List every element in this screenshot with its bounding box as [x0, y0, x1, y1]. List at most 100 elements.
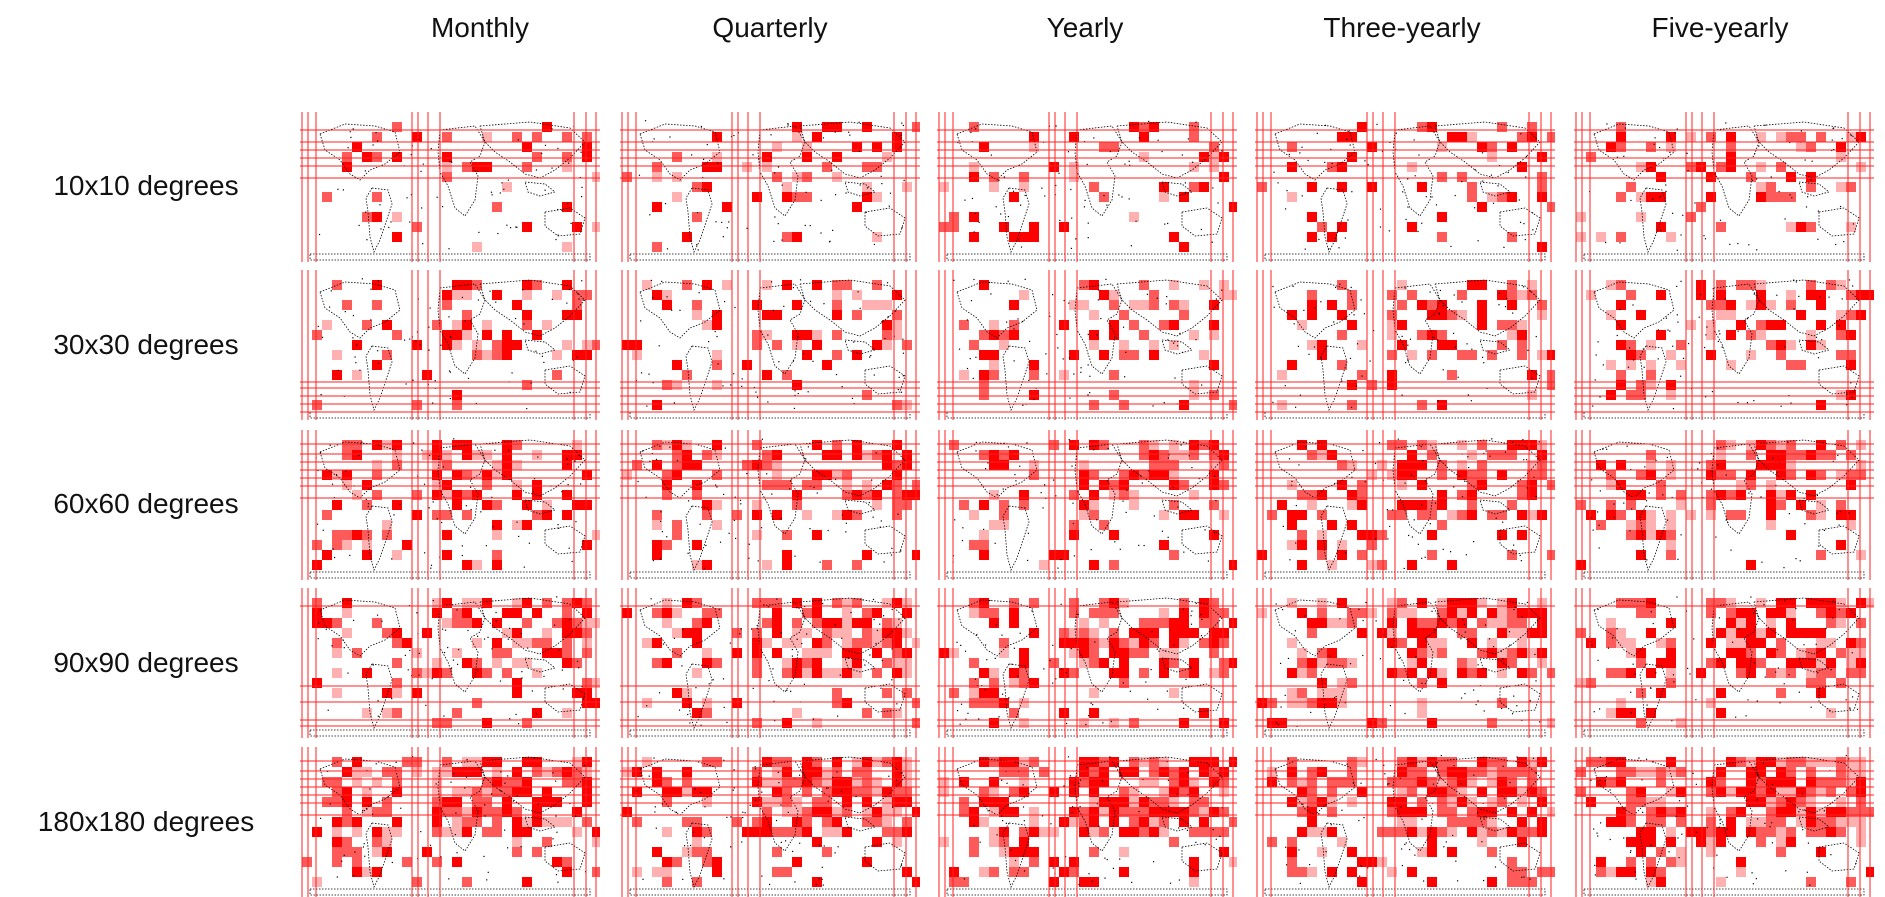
grid-cell: [1796, 797, 1806, 807]
coast-dot: [674, 402, 675, 403]
grid-cell: [1776, 500, 1786, 510]
grid-cell: [622, 172, 632, 182]
grid-cell: [662, 867, 672, 877]
grid-cell: [392, 440, 402, 450]
grid-cell: [1716, 280, 1726, 290]
coast-dot: [334, 557, 335, 558]
coast-dot: [1360, 783, 1361, 784]
coast-dot: [1466, 554, 1467, 555]
grid-cell: [772, 757, 782, 767]
grid-cell: [1169, 767, 1179, 777]
grid-cell: [492, 202, 502, 212]
grid-cell: [1029, 222, 1039, 232]
coast-dot: [1088, 715, 1089, 716]
coast-dot: [331, 645, 332, 646]
grid-cell: [1447, 608, 1457, 618]
grid-cell: [1856, 440, 1866, 450]
grid-cell: [1089, 817, 1099, 827]
grid-cell: [1199, 152, 1209, 162]
coast-dot: [688, 553, 689, 554]
grid-cell: [1139, 827, 1149, 837]
grid-cell: [852, 618, 862, 628]
coast-dot: [1201, 384, 1202, 385]
grid-cell: [1179, 628, 1189, 638]
grid-cell: [842, 658, 852, 668]
grid-cell: [792, 300, 802, 310]
grid-cell: [832, 172, 842, 182]
coast-dot: [1599, 547, 1600, 548]
coast-dot: [1849, 707, 1850, 708]
grid-cell: [1169, 232, 1179, 242]
grid-cell: [1447, 827, 1457, 837]
grid-cell: [1139, 300, 1149, 310]
coast-dot: [816, 884, 817, 885]
coast-dot: [820, 232, 821, 233]
coast-dot: [697, 212, 698, 213]
coast-dot: [903, 375, 904, 376]
coast-dot: [350, 131, 351, 132]
coast-dot: [1667, 457, 1668, 458]
coast-dot: [1460, 638, 1461, 639]
coast-dot: [409, 650, 410, 651]
grid-cell: [442, 162, 452, 172]
coast-dot: [661, 281, 662, 282]
coast-dot: [1088, 364, 1089, 365]
grid-cell: [1159, 618, 1169, 628]
grid-cell: [1129, 767, 1139, 777]
grid-cell: [999, 847, 1009, 857]
grid-cell: [1776, 668, 1786, 678]
grid-cell: [1776, 797, 1786, 807]
coast-dot: [1839, 609, 1840, 610]
coast-dot: [1008, 281, 1009, 282]
coast-dot: [774, 172, 775, 173]
coast-dot: [1747, 402, 1748, 403]
grid-cell: [1477, 280, 1487, 290]
grid-cell: [1646, 628, 1656, 638]
grid-cell: [532, 480, 542, 490]
coast-dot: [735, 538, 736, 539]
coast-dot: [1737, 402, 1738, 403]
coast-dot: [1795, 558, 1796, 559]
grid-cell: [802, 628, 812, 638]
grid-cell: [979, 757, 989, 767]
coast-dot: [826, 788, 827, 789]
grid-cell: [352, 767, 362, 777]
coast-dot: [1676, 286, 1677, 287]
grid-cell: [502, 182, 512, 192]
map-panel-svg: [620, 270, 920, 420]
grid-cell: [1327, 648, 1337, 658]
grid-cell: [1109, 560, 1119, 570]
coast-dot: [902, 339, 903, 340]
coast-dot: [1852, 285, 1853, 286]
coast-dot: [1785, 218, 1786, 219]
coast-dot: [985, 689, 986, 690]
coast-dot: [1049, 660, 1050, 661]
coast-dot: [347, 673, 348, 674]
grid-cell: [1626, 767, 1636, 777]
coast-dot: [1087, 164, 1088, 165]
coast-dot: [409, 338, 410, 339]
grid-cell: [1776, 688, 1786, 698]
grid-cell: [312, 540, 322, 550]
grid-cell: [1189, 450, 1199, 460]
coast-dot: [1431, 611, 1432, 612]
coast-dot: [1041, 188, 1042, 189]
coast-dot: [1295, 630, 1296, 631]
coast-dot: [1851, 135, 1852, 136]
grid-cell: [642, 757, 652, 767]
grid-cell: [1467, 628, 1477, 638]
grid-cell: [472, 450, 482, 460]
grid-cell: [1517, 290, 1527, 300]
grid-cell: [1019, 767, 1029, 777]
grid-cell: [792, 797, 802, 807]
grid-cell: [672, 520, 682, 530]
grid-cell: [1169, 480, 1179, 490]
coast-dot: [1613, 503, 1614, 504]
grid-cell: [442, 530, 452, 540]
coast-dot: [440, 345, 441, 346]
coast-dot: [1102, 780, 1103, 781]
coast-dot: [1719, 617, 1720, 618]
grid-cell: [652, 290, 662, 300]
grid-cell: [832, 698, 842, 708]
grid-cell: [1089, 708, 1099, 718]
